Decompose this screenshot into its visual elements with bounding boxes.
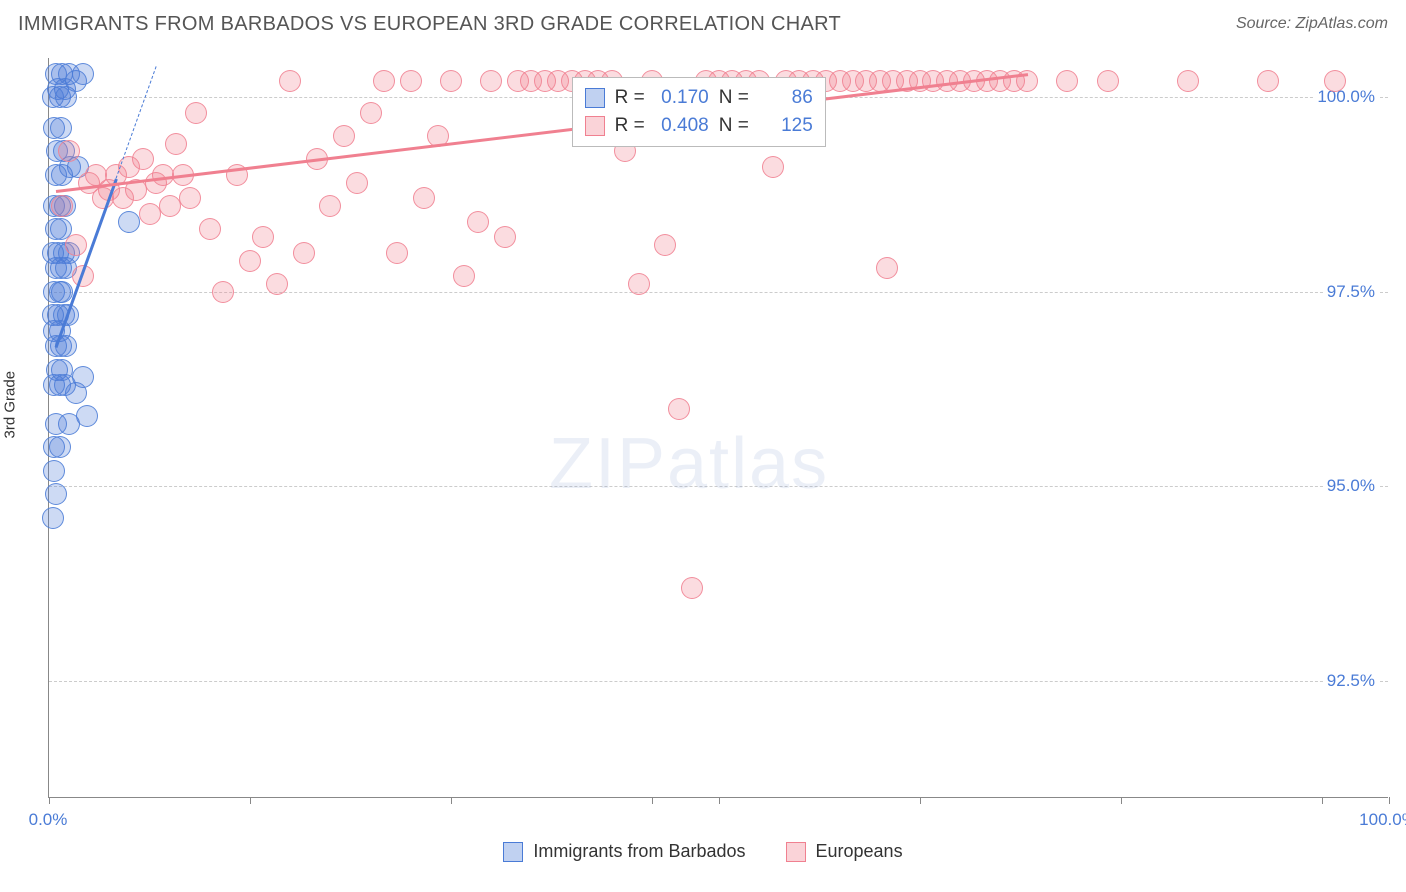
x-tick	[1322, 797, 1323, 804]
x-tick	[250, 797, 251, 804]
source-attribution: Source: ZipAtlas.com	[1236, 15, 1388, 33]
x-tick	[49, 797, 50, 804]
source-link[interactable]: ZipAtlas.com	[1296, 15, 1388, 32]
data-point	[333, 125, 355, 147]
data-point	[239, 250, 261, 272]
data-point	[266, 273, 288, 295]
legend-item: Immigrants from Barbados	[503, 841, 745, 862]
x-tick	[652, 797, 653, 804]
y-tick-label: 95.0%	[1324, 476, 1378, 496]
data-point	[45, 483, 67, 505]
data-point	[876, 257, 898, 279]
data-point	[185, 102, 207, 124]
x-tick-label: 100.0%	[1359, 810, 1406, 830]
stat-label-r: R =	[615, 112, 645, 140]
stat-label-r: R =	[615, 84, 645, 112]
stat-value-r: 0.408	[655, 112, 709, 140]
data-point	[152, 164, 174, 186]
legend: Immigrants from Barbados Europeans	[0, 841, 1406, 862]
chart-header: IMMIGRANTS FROM BARBADOS VS EUROPEAN 3RD…	[0, 0, 1406, 48]
x-tick	[451, 797, 452, 804]
legend-label: Immigrants from Barbados	[533, 841, 745, 862]
grid-line	[49, 681, 1388, 682]
data-point	[43, 460, 65, 482]
data-point	[373, 70, 395, 92]
data-point	[42, 507, 64, 529]
data-point	[279, 70, 301, 92]
stat-value-r: 0.170	[655, 84, 709, 112]
data-point	[49, 436, 71, 458]
data-point	[1097, 70, 1119, 92]
data-point	[628, 273, 650, 295]
chart-title: IMMIGRANTS FROM BARBADOS VS EUROPEAN 3RD…	[18, 13, 841, 36]
data-point	[360, 102, 382, 124]
data-point	[293, 242, 315, 264]
stats-box: R = 0.170 N = 86 R = 0.408 N = 125	[572, 77, 826, 146]
data-point	[50, 117, 72, 139]
data-point	[386, 242, 408, 264]
data-point	[1257, 70, 1279, 92]
data-point	[668, 398, 690, 420]
grid-line	[49, 292, 1388, 293]
data-point	[319, 195, 341, 217]
data-point	[118, 211, 140, 233]
stat-value-n: 86	[759, 84, 813, 112]
data-point	[400, 70, 422, 92]
y-axis-label: 3rd Grade	[2, 371, 19, 439]
data-point	[762, 156, 784, 178]
data-point	[346, 172, 368, 194]
data-point	[199, 218, 221, 240]
data-point	[72, 63, 94, 85]
data-point	[58, 140, 80, 162]
data-point	[1324, 70, 1346, 92]
series-swatch	[585, 88, 605, 108]
stats-row: R = 0.170 N = 86	[585, 84, 813, 112]
data-point	[51, 195, 73, 217]
data-point	[165, 133, 187, 155]
data-point	[494, 226, 516, 248]
y-tick-label: 92.5%	[1324, 671, 1378, 691]
y-tick-label: 100.0%	[1314, 87, 1378, 107]
legend-label: Europeans	[816, 841, 903, 862]
x-tick-label: 0.0%	[29, 810, 68, 830]
stats-row: R = 0.408 N = 125	[585, 112, 813, 140]
stat-label-n: N =	[719, 112, 749, 140]
legend-item: Europeans	[786, 841, 903, 862]
data-point	[252, 226, 274, 248]
data-point	[413, 187, 435, 209]
data-point	[179, 187, 201, 209]
data-point	[72, 366, 94, 388]
y-tick-label: 97.5%	[1324, 282, 1378, 302]
data-point	[212, 281, 234, 303]
data-point	[1056, 70, 1078, 92]
data-point	[65, 234, 87, 256]
watermark: ZIPatlas	[549, 423, 829, 505]
data-point	[654, 234, 676, 256]
data-point	[681, 577, 703, 599]
data-point	[440, 70, 462, 92]
data-point	[51, 281, 73, 303]
legend-swatch	[503, 842, 523, 862]
legend-swatch	[786, 842, 806, 862]
data-point	[1177, 70, 1199, 92]
x-tick	[719, 797, 720, 804]
data-point	[76, 405, 98, 427]
data-point	[453, 265, 475, 287]
x-tick	[920, 797, 921, 804]
stat-label-n: N =	[719, 84, 749, 112]
x-tick	[1389, 797, 1390, 804]
data-point	[139, 203, 161, 225]
series-swatch	[585, 116, 605, 136]
x-tick	[1121, 797, 1122, 804]
stat-value-n: 125	[759, 112, 813, 140]
data-point	[159, 195, 181, 217]
grid-line	[49, 486, 1388, 487]
data-point	[467, 211, 489, 233]
scatter-plot: 92.5% 95.0% 97.5% 100.0% ZIPatlas R = 0.170 N =…	[48, 58, 1388, 798]
source-prefix: Source:	[1236, 15, 1296, 32]
data-point	[480, 70, 502, 92]
data-point	[132, 148, 154, 170]
